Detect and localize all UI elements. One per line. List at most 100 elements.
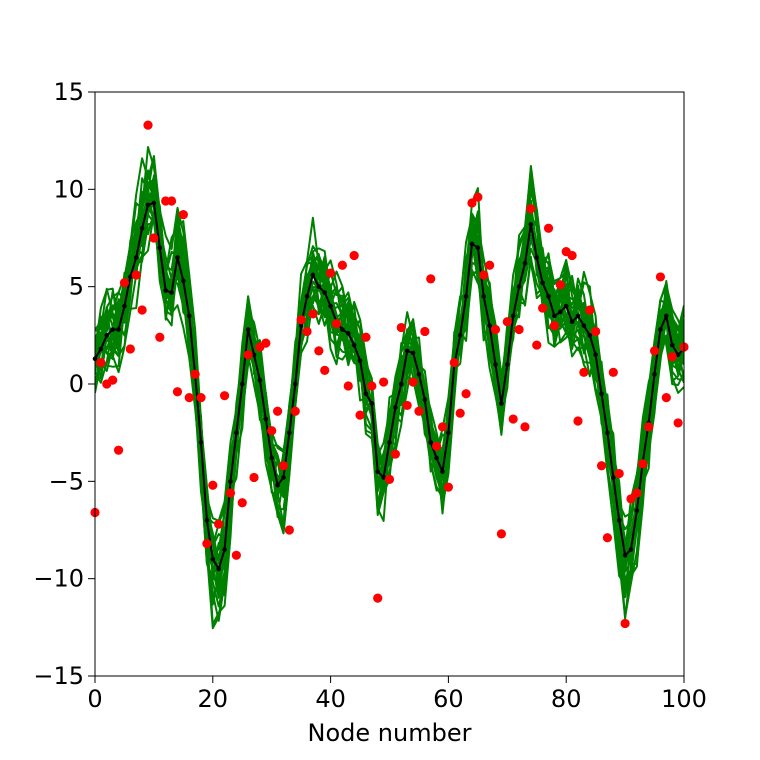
ensemble-mean-point — [169, 290, 174, 295]
ensemble-mean-point — [151, 200, 157, 206]
ensemble-mean-point — [222, 547, 227, 552]
ensemble-mean-point — [616, 517, 622, 523]
ensemble-mean-point — [440, 469, 445, 474]
observation-point — [249, 472, 259, 483]
observation-point — [137, 305, 147, 315]
ensemble-mean-point — [181, 278, 186, 284]
ensemble-mean-point — [328, 303, 333, 309]
observation-point — [119, 278, 130, 288]
ensemble-mean-point — [304, 294, 310, 299]
ensemble-mean-point — [611, 475, 616, 480]
x-tick-label: 60 — [433, 685, 464, 713]
ensemble-mean-point — [505, 362, 510, 367]
observation-point — [408, 377, 418, 387]
observation-point — [219, 391, 230, 401]
ensemble-mean-point — [463, 294, 469, 299]
ensemble-mean-point — [251, 352, 257, 358]
observation-point — [113, 445, 124, 455]
ensemble-mean-point — [357, 358, 363, 363]
ensemble-mean-point — [587, 333, 593, 338]
ensemble-mean-point — [628, 547, 634, 552]
observation-point — [414, 406, 424, 416]
observation-point — [449, 357, 459, 368]
observation-point — [131, 270, 141, 280]
observation-point — [261, 338, 271, 348]
observation-point — [155, 332, 165, 342]
ensemble-mean-point — [422, 397, 428, 402]
ensemble-mean-point — [493, 362, 498, 367]
ensemble-mean-point — [128, 274, 133, 280]
ensemble-mean-point — [605, 430, 610, 435]
ensemble-mean-point — [510, 313, 516, 319]
observation-point — [184, 393, 194, 403]
ensemble-mean-point — [428, 440, 434, 445]
x-axis-label: Node number — [308, 719, 472, 747]
observation-point — [178, 210, 188, 220]
observation-point — [485, 260, 495, 270]
y-tick-label: 5 — [69, 273, 84, 301]
y-tick-label: −10 — [33, 565, 84, 593]
observation-point — [390, 449, 400, 459]
ensemble-mean-point — [599, 391, 604, 397]
observation-point — [320, 365, 330, 375]
observation-point — [379, 377, 389, 387]
observation-point — [620, 618, 630, 629]
ensemble-mean-point — [416, 371, 422, 377]
observation-point — [614, 468, 624, 479]
observation-point — [508, 414, 518, 424]
observation-point — [272, 406, 283, 416]
ensemble-mean-point — [581, 323, 587, 328]
observation-point — [502, 317, 512, 327]
observation-points — [90, 120, 689, 629]
observation-point — [591, 326, 601, 337]
ensemble-mean-point — [198, 440, 204, 445]
observation-point — [467, 198, 477, 208]
ensemble-mean-point — [516, 284, 522, 289]
observation-point — [649, 346, 660, 356]
ensemble-mean-point — [363, 391, 369, 397]
observation-point — [96, 357, 106, 368]
observation-point — [349, 250, 359, 261]
ensemble-mean-point — [410, 350, 416, 356]
observation-point — [125, 344, 135, 354]
ensemble-mean-point — [469, 241, 475, 247]
observation-point — [543, 223, 554, 233]
ensemble-mean-point — [234, 430, 239, 435]
ensemble-mean-point — [351, 342, 357, 348]
observation-point — [455, 408, 465, 418]
observation-point — [308, 309, 318, 319]
observation-point — [549, 321, 560, 331]
ensemble-mean-point — [398, 381, 404, 387]
y-tick-label: −15 — [33, 662, 84, 690]
observation-point — [302, 326, 312, 337]
y-tick-label: 0 — [69, 370, 84, 398]
x-tick-label: 80 — [551, 685, 582, 713]
ensemble-mean-point — [263, 416, 269, 422]
observation-point — [149, 233, 159, 243]
observation-point — [225, 488, 236, 498]
ensemble-mean-point — [634, 508, 640, 513]
ensemble-mean-point — [287, 430, 292, 435]
observation-point — [402, 400, 412, 411]
observation-point — [526, 204, 536, 214]
ensemble-mean-point — [345, 331, 351, 336]
x-tick-label: 40 — [315, 685, 346, 713]
observation-point — [673, 418, 683, 428]
ensemble-mean-point — [522, 261, 528, 266]
ensemble-mean-point — [292, 381, 298, 387]
ensemble-mean-point — [133, 255, 139, 260]
observation-point — [367, 381, 377, 391]
ensemble-mean-point — [434, 455, 439, 461]
ensemble-mean-point — [652, 371, 657, 377]
ensemble-mean-point — [534, 255, 540, 260]
ensemble-mean-point — [658, 327, 663, 332]
ensemble-mean-point — [675, 352, 681, 358]
ensemble-mean-point — [669, 342, 675, 348]
y-tick-label: 15 — [53, 78, 84, 106]
ensemble-mean-point — [239, 381, 245, 387]
observation-point — [355, 410, 365, 420]
ensemble-mean-point — [186, 313, 192, 319]
observation-point — [496, 529, 507, 539]
observation-point — [532, 340, 542, 350]
